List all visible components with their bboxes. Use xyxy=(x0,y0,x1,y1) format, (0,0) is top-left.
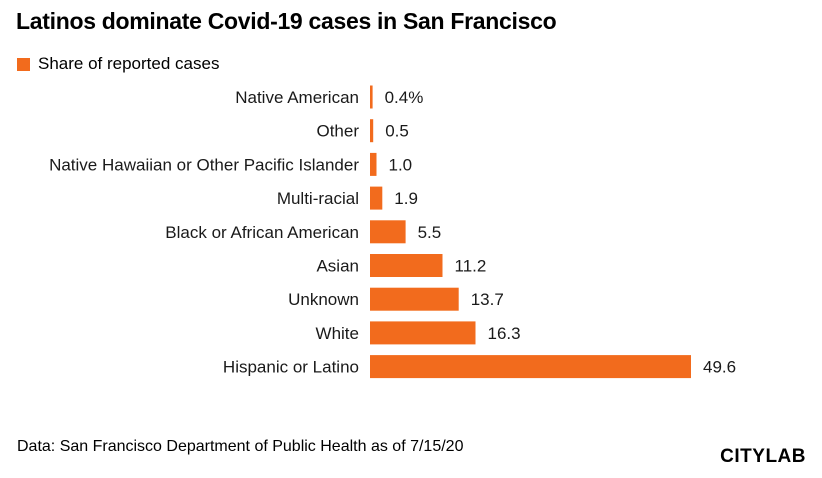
value-label: 0.4% xyxy=(385,88,424,107)
value-label: 49.6 xyxy=(703,358,736,377)
chart-title: Latinos dominate Covid-19 cases in San F… xyxy=(16,8,557,34)
value-label: 5.5 xyxy=(418,223,442,242)
category-label: Other xyxy=(316,122,359,141)
bar xyxy=(370,220,406,244)
category-label: Multi-racial xyxy=(277,189,359,208)
bar xyxy=(370,321,476,345)
value-label: 1.0 xyxy=(389,155,413,174)
bar xyxy=(370,85,373,109)
category-label: Unknown xyxy=(288,290,359,309)
category-label: White xyxy=(316,324,359,343)
category-label: Asian xyxy=(316,257,359,276)
citylab-logo: CITYLAB xyxy=(720,446,806,467)
value-label: 0.5 xyxy=(385,122,409,141)
value-label: 1.9 xyxy=(394,189,418,208)
legend-label: Share of reported cases xyxy=(38,54,220,73)
category-label: Native Hawaiian or Other Pacific Islande… xyxy=(49,155,359,174)
bar xyxy=(370,355,691,379)
category-label: Hispanic or Latino xyxy=(223,358,359,377)
bar xyxy=(370,119,374,143)
legend: Share of reported cases xyxy=(17,54,219,74)
legend-swatch xyxy=(17,57,30,71)
source-note: Data: San Francisco Department of Public… xyxy=(17,438,464,455)
value-label: 11.2 xyxy=(455,257,487,276)
category-label: Native American xyxy=(235,88,359,107)
category-label: Black or African American xyxy=(165,223,359,242)
bar xyxy=(370,254,443,277)
bar xyxy=(370,186,383,210)
value-label: 16.3 xyxy=(488,324,521,343)
value-label: 13.7 xyxy=(471,290,504,309)
bar xyxy=(370,287,459,311)
bar xyxy=(370,152,377,176)
